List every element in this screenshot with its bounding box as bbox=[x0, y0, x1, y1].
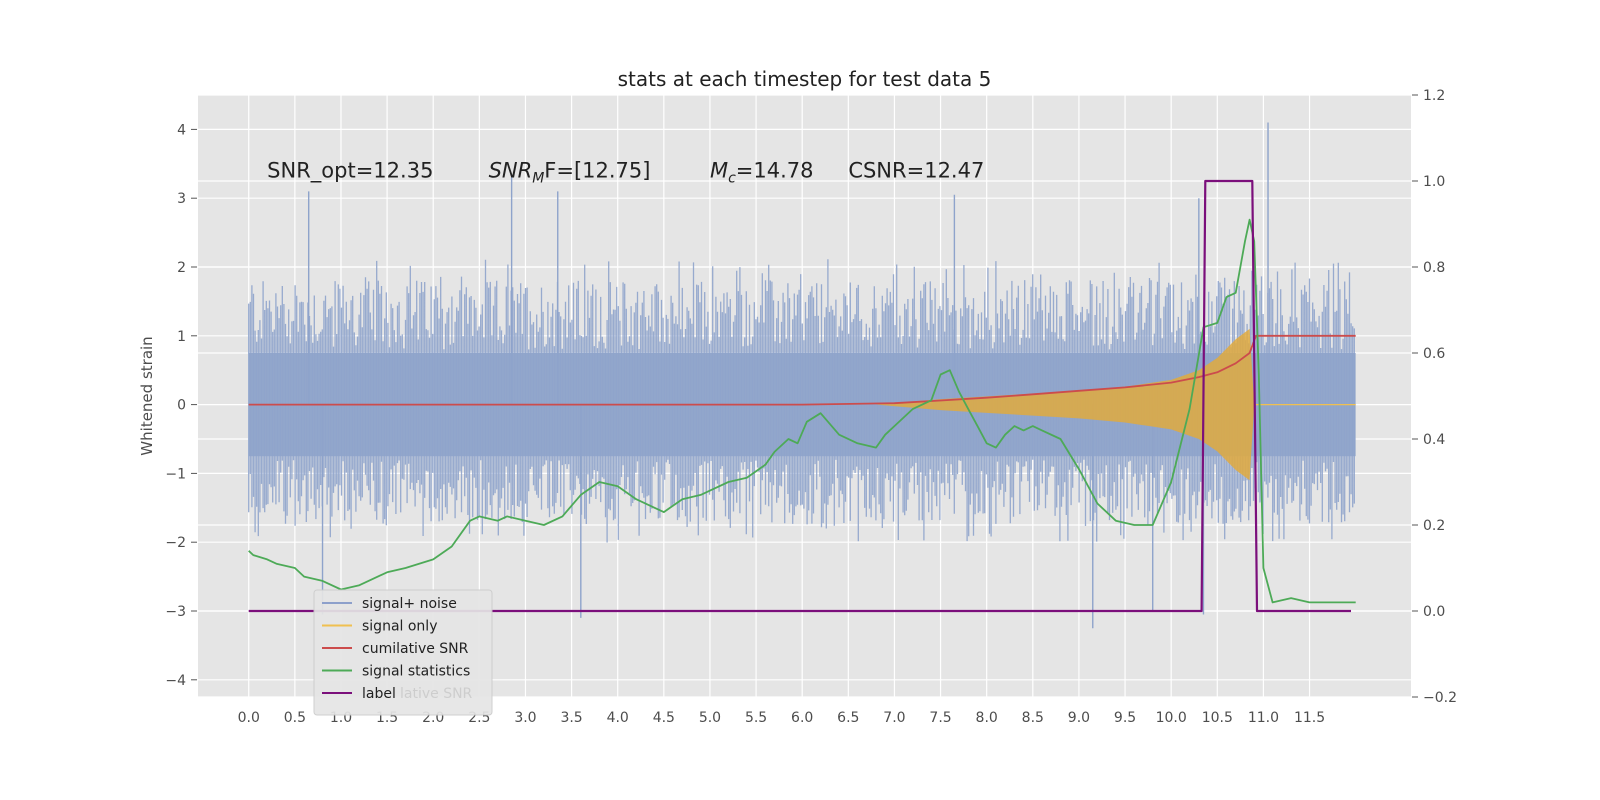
y-axis-label: Whitened strain bbox=[138, 336, 156, 455]
y-tick-label: 3 bbox=[177, 191, 186, 207]
legend-label: cumilative SNR bbox=[362, 641, 469, 657]
legend-box bbox=[313, 589, 493, 716]
y2-tick-label: 0.8 bbox=[1423, 260, 1445, 276]
y2-tick-label: −0.2 bbox=[1423, 690, 1457, 706]
annotation-tail: =14.78 bbox=[736, 159, 814, 183]
series-line-label bbox=[248, 179, 1351, 613]
x-tick-label: 5.5 bbox=[745, 710, 767, 726]
annotation-main: SNR bbox=[489, 159, 533, 183]
x-tick-label: 9.0 bbox=[1068, 710, 1090, 726]
signal-only-series bbox=[875, 328, 1356, 481]
y-axis-right: 1.2 1.0 0.8 0.6 0.4 0.2 0.0 −0.2 bbox=[1412, 88, 1457, 706]
y2-tick-label: 0.6 bbox=[1423, 346, 1445, 362]
y-tick-label: −3 bbox=[165, 604, 186, 620]
y2-tick-label: 0.2 bbox=[1423, 518, 1445, 534]
annotation-text: CSNR=12.47 bbox=[848, 159, 984, 183]
series-line-signal-statistics bbox=[248, 218, 1356, 604]
annotation-main: M bbox=[710, 159, 728, 183]
x-tick-label: 3.5 bbox=[560, 710, 582, 726]
x-tick-label: 10.5 bbox=[1202, 710, 1233, 726]
series-line-cumilative-snr bbox=[248, 334, 1356, 406]
annotations: SNR_opt=12.35 SNRMF=[12.75] Mc=14.78 CSNR=1… bbox=[267, 159, 984, 187]
x-tick-label: 6.0 bbox=[791, 710, 813, 726]
y2-tick-label: 1.2 bbox=[1423, 88, 1445, 104]
x-tick-label: 8.5 bbox=[1022, 710, 1044, 726]
legend-label: signal+ noise bbox=[362, 596, 457, 612]
x-tick-label: 10.0 bbox=[1156, 710, 1187, 726]
annotation-text: Mc=14.78 bbox=[710, 159, 814, 187]
x-tick-label: 4.5 bbox=[653, 710, 675, 726]
x-tick-label: 3.0 bbox=[514, 710, 536, 726]
legend-label: signal only bbox=[362, 619, 437, 635]
y-tick-label: −2 bbox=[165, 535, 186, 551]
x-tick-label: 0.5 bbox=[284, 710, 306, 726]
y2-tick-label: 1.0 bbox=[1423, 174, 1445, 190]
y-tick-label: 4 bbox=[177, 122, 186, 138]
x-tick-label: 11.0 bbox=[1248, 710, 1279, 726]
annotation-sub: c bbox=[728, 171, 736, 187]
x-tick-label: 7.5 bbox=[929, 710, 951, 726]
x-tick-label: 7.0 bbox=[883, 710, 905, 726]
x-tick-label: 0.0 bbox=[238, 710, 260, 726]
x-tick-label: 5.0 bbox=[699, 710, 721, 726]
chart-title: stats at each timestep for test data 5 bbox=[618, 67, 992, 91]
y-axis-left: 4 3 2 1 0 −1 −2 −3 −4 bbox=[165, 122, 197, 689]
y-tick-label: 2 bbox=[177, 260, 186, 276]
series-lines bbox=[248, 179, 1356, 613]
x-tick-label: 9.5 bbox=[1114, 710, 1136, 726]
legend-label: signal statistics bbox=[362, 664, 470, 680]
legend-label: label bbox=[362, 686, 396, 702]
y2-tick-label: 0.4 bbox=[1423, 432, 1445, 448]
y-tick-label: −4 bbox=[165, 673, 186, 689]
x-tick-label: 4.0 bbox=[607, 710, 629, 726]
x-tick-label: 6.5 bbox=[837, 710, 859, 726]
x-tick-label: 8.0 bbox=[976, 710, 998, 726]
signal-only-fill bbox=[875, 328, 1356, 481]
y2-tick-label: 0.0 bbox=[1423, 604, 1445, 620]
y-tick-label: 1 bbox=[177, 329, 186, 345]
x-tick-label: 11.5 bbox=[1294, 710, 1325, 726]
y-tick-label: 0 bbox=[177, 398, 186, 414]
annotation-tail: F=[12.75] bbox=[544, 159, 650, 183]
annotation-text: SNR_opt=12.35 bbox=[267, 159, 433, 184]
legend-ghost-text: lative SNR bbox=[400, 686, 473, 702]
y-tick-label: −1 bbox=[165, 466, 186, 482]
legend: lative SNR signal+ noise signal only cumila… bbox=[313, 589, 493, 716]
annotation-text: SNRMF=[12.75] bbox=[489, 159, 651, 187]
annotation-sub: M bbox=[532, 171, 544, 187]
